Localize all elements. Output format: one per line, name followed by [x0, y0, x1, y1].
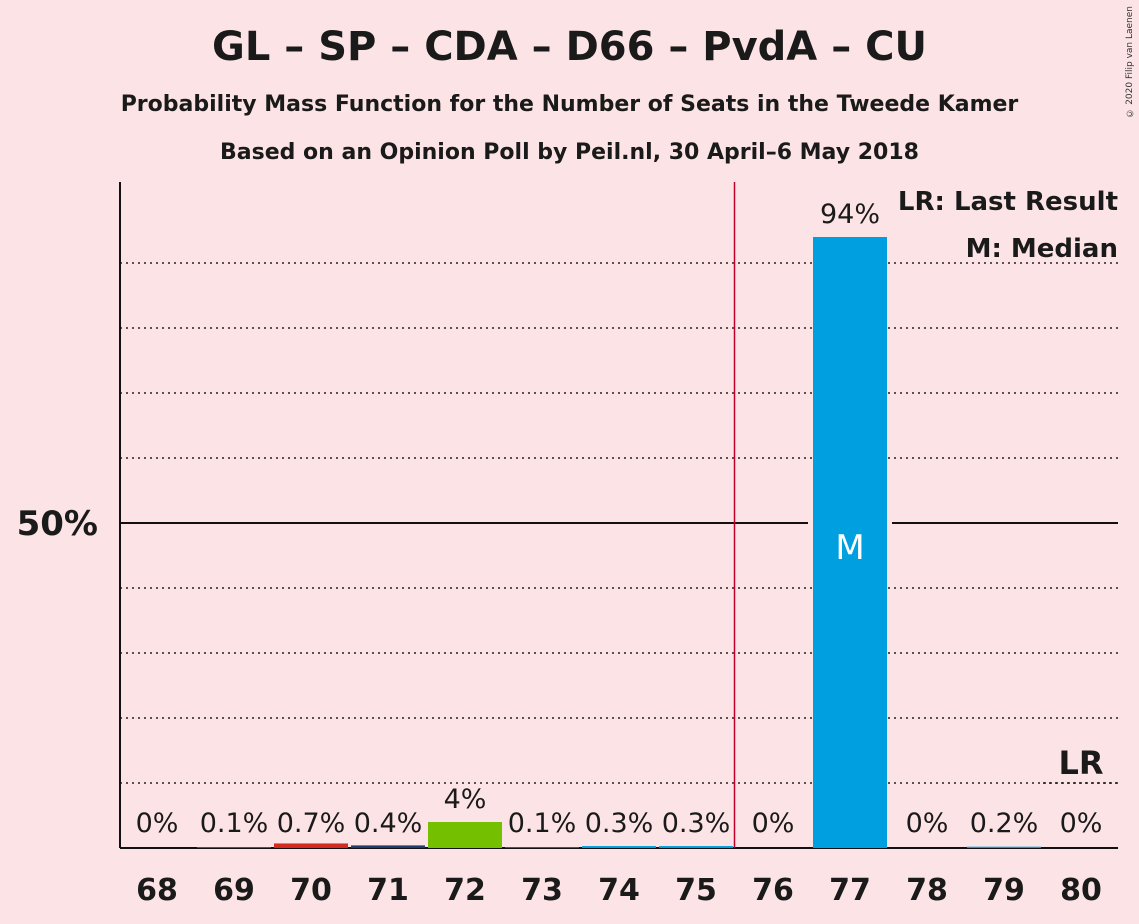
x-tick-label: 74 — [598, 873, 640, 908]
value-label: 0.2% — [970, 808, 1039, 839]
x-tick-label: 69 — [213, 873, 255, 908]
value-label: 0% — [906, 808, 949, 839]
x-tick-label: 78 — [906, 873, 948, 908]
y-tick-label: 50% — [17, 504, 98, 544]
bar — [428, 822, 502, 848]
value-label: 0.7% — [277, 808, 346, 839]
x-tick-label: 72 — [444, 873, 486, 908]
last-result-marker: LR — [1058, 744, 1103, 782]
chart-title: GL – SP – CDA – D66 – PvdA – CU — [212, 24, 927, 70]
bar — [351, 845, 425, 848]
x-tick-label: 73 — [521, 873, 563, 908]
value-label: 4% — [444, 784, 487, 815]
x-tick-label: 70 — [290, 873, 332, 908]
chart-subtitle: Probability Mass Function for the Number… — [120, 92, 1019, 117]
value-label: 0% — [136, 808, 179, 839]
bar — [197, 847, 271, 848]
bar — [582, 846, 656, 848]
bar — [813, 237, 887, 848]
value-label: 0% — [1060, 808, 1103, 839]
x-tick-label: 79 — [983, 873, 1025, 908]
bar — [967, 846, 1041, 848]
x-tick-label: 68 — [136, 873, 178, 908]
legend-median: M: Median — [966, 234, 1118, 264]
chart-source: Based on an Opinion Poll by Peil.nl, 30 … — [220, 140, 919, 165]
chart-annotations: M LR LR: Last Result M: Median — [733, 182, 1119, 848]
x-tick-label: 71 — [367, 873, 409, 908]
value-label: 0.3% — [585, 808, 654, 839]
x-tick-label: 75 — [675, 873, 717, 908]
bar — [274, 843, 348, 848]
x-tick-label: 77 — [829, 873, 871, 908]
legend-last-result: LR: Last Result — [898, 187, 1118, 217]
bar — [505, 847, 579, 848]
value-labels: 0% 0.1% 0.7% 0.4% 4% 0.1% 0.3% 0.3% 0% 94% 0% 0.2% 0… — [136, 199, 1103, 839]
value-label: 0.1% — [508, 808, 577, 839]
gridlines: 50% — [17, 182, 1118, 849]
x-tick-label: 80 — [1060, 873, 1102, 908]
value-label: 0.1% — [200, 808, 269, 839]
value-label: 0% — [752, 808, 795, 839]
x-tick-label: 76 — [752, 873, 794, 908]
value-label: 0.3% — [662, 808, 731, 839]
x-tick-labels: 68 69 70 71 72 73 74 75 76 77 78 79 80 — [136, 873, 1102, 908]
bars — [197, 237, 1041, 848]
value-label: 0.4% — [354, 808, 423, 839]
bar — [659, 846, 733, 848]
median-marker: M — [835, 528, 864, 568]
value-label: 94% — [820, 199, 880, 230]
